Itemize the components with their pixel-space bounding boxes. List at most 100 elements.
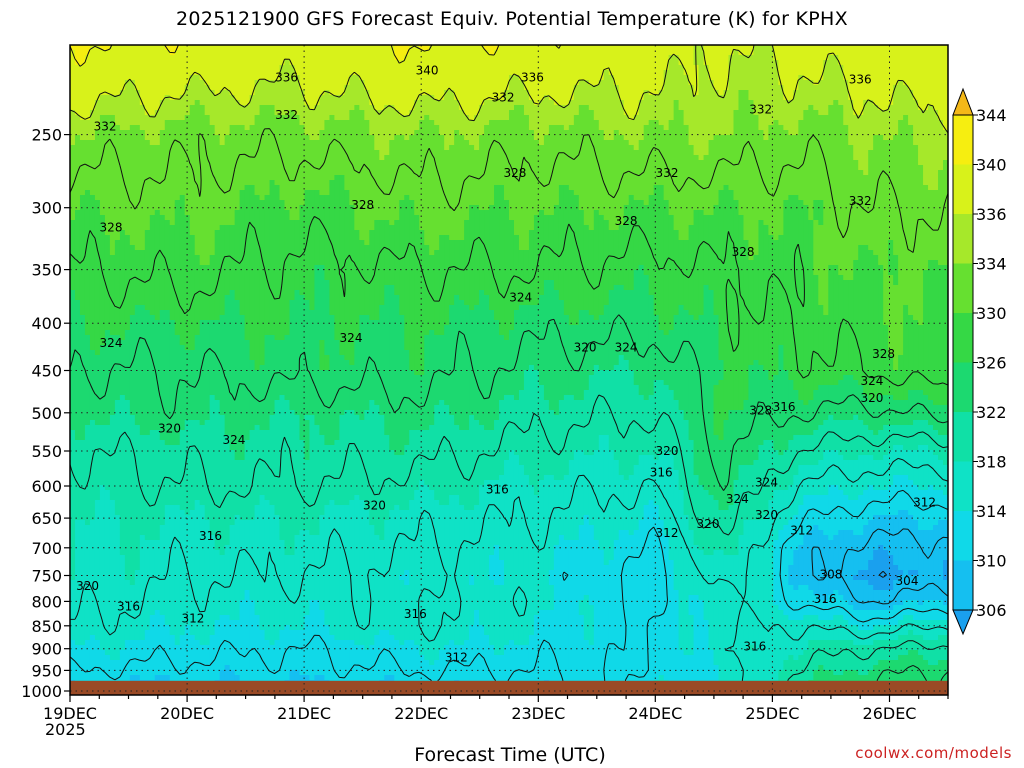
colorbar-tick-label: 330	[976, 304, 1007, 323]
y-tick-label: 850	[31, 617, 62, 636]
contour-label: 320	[76, 579, 99, 593]
colorbar-bin	[953, 461, 973, 512]
y-tick-label: 600	[31, 477, 62, 496]
x-tick-label: 25DEC	[745, 704, 799, 723]
colorbar-tick-label: 318	[976, 453, 1007, 472]
y-tick-label: 900	[31, 640, 62, 659]
contour-label: 328	[615, 214, 638, 228]
contour-label: 320	[656, 444, 679, 458]
colorbar-tick-label: 336	[976, 205, 1007, 224]
grid-lines	[70, 45, 948, 695]
colorbar-top-arrow	[952, 87, 974, 116]
contour-label: 316	[486, 482, 509, 496]
contour-label: 328	[872, 347, 895, 361]
contour-label: 324	[860, 374, 883, 388]
contour-label: 336	[275, 71, 298, 85]
y-tick-label: 250	[31, 126, 62, 145]
contour-label: 316	[743, 640, 766, 654]
contour-308	[811, 528, 948, 605]
x-tick-label: 21DEC	[277, 704, 331, 723]
colorbar-tick-label: 322	[976, 403, 1007, 422]
contour-label: 316	[814, 592, 837, 606]
colorbar-bin	[953, 263, 973, 314]
y-tick-label: 700	[31, 539, 62, 558]
colorbar: 344 340 336 334 330 326 322 318 314 310 306	[952, 87, 1007, 636]
y-tick-label: 450	[31, 362, 62, 381]
contour-lines	[70, 45, 948, 695]
contour-label: 308	[819, 568, 842, 582]
colorbar-bin	[953, 214, 973, 264]
colorbar-tick-label: 306	[976, 601, 1007, 620]
contour-label: 312	[445, 651, 468, 665]
contour-label: 340	[416, 63, 439, 77]
colorbar-bottom-arrow	[952, 609, 974, 636]
ground-band	[70, 680, 948, 695]
y-tick-label: 950	[31, 661, 62, 680]
contour-label: 304	[896, 574, 919, 588]
x-start-year: 2025	[45, 720, 86, 739]
contour-label: 320	[363, 499, 386, 513]
y-tick-label: 350	[31, 261, 62, 280]
contour-316	[70, 457, 948, 695]
contour-label: 324	[615, 341, 638, 355]
y-tick-label: 400	[31, 314, 62, 333]
contour-label: 336	[521, 71, 544, 85]
contour-336	[70, 45, 948, 134]
contour-label: 320	[574, 341, 597, 355]
y-tick-label: 800	[31, 592, 62, 611]
contour-label: 324	[100, 336, 123, 350]
contour-label: 324	[222, 433, 245, 447]
contour-label: 332	[275, 108, 298, 122]
colorbar-tick-label: 326	[976, 354, 1007, 373]
colorbar-bin	[953, 164, 973, 215]
y-tick-label: 500	[31, 404, 62, 423]
contour-label: 312	[181, 612, 204, 626]
x-tick-label: 24DEC	[628, 704, 682, 723]
contour-label: 316	[199, 529, 222, 543]
colorbar-bin	[953, 511, 973, 561]
colorbar-bin	[953, 362, 973, 413]
colorbar-tick-label: 334	[976, 255, 1007, 274]
chart-title: 2025121900 GFS Forecast Equiv. Potential…	[0, 8, 1024, 30]
ground-surface	[70, 680, 948, 695]
y-tick-label: 300	[31, 199, 62, 218]
contour-label: 316	[650, 465, 673, 479]
contour-label: 324	[726, 492, 749, 506]
contour-label: 328	[100, 220, 123, 234]
colorbar-tick-label: 340	[976, 156, 1007, 175]
colorbar-tick-label: 310	[976, 552, 1007, 571]
contour-label: 332	[656, 166, 679, 180]
axes: 250 300 350 400 450 500 550 600 650 700 750 800 850 9…	[21, 126, 949, 723]
y-tick-label: 750	[31, 567, 62, 586]
source-credit: coolwx.com/models	[855, 744, 1012, 762]
contour-340	[70, 45, 562, 67]
y-tick-label: 1000	[21, 682, 62, 701]
contour-label: 320	[158, 422, 181, 436]
x-tick-label: 22DEC	[394, 704, 448, 723]
colorbar-bin	[953, 412, 973, 462]
x-tick-label: 26DEC	[863, 704, 917, 723]
x-tick-label: 20DEC	[160, 704, 214, 723]
contour-label: 320	[755, 508, 778, 522]
contour-label: 316	[773, 400, 796, 414]
contour-320	[70, 394, 948, 695]
contour-label: 316	[117, 599, 140, 613]
x-tick-label: 19DEC	[43, 704, 97, 723]
contour-label: 328	[749, 403, 772, 417]
colorbar-tick-label: 314	[976, 502, 1007, 521]
contour-312	[70, 489, 948, 695]
contour-label: 328	[503, 166, 526, 180]
contour-label: 332	[749, 103, 772, 117]
contour-label: 324	[509, 290, 532, 304]
x-axis-label: Forecast Time (UTC)	[300, 744, 720, 766]
contour-label: 312	[656, 526, 679, 540]
contour-label: 324	[340, 331, 363, 345]
y-tick-label: 550	[31, 442, 62, 461]
contour-label: 312	[913, 495, 936, 509]
contour-label: 320	[697, 517, 720, 531]
colorbar-tick-label: 344	[976, 106, 1007, 125]
contour-label: 328	[732, 245, 755, 259]
contour-label: 332	[492, 91, 515, 105]
